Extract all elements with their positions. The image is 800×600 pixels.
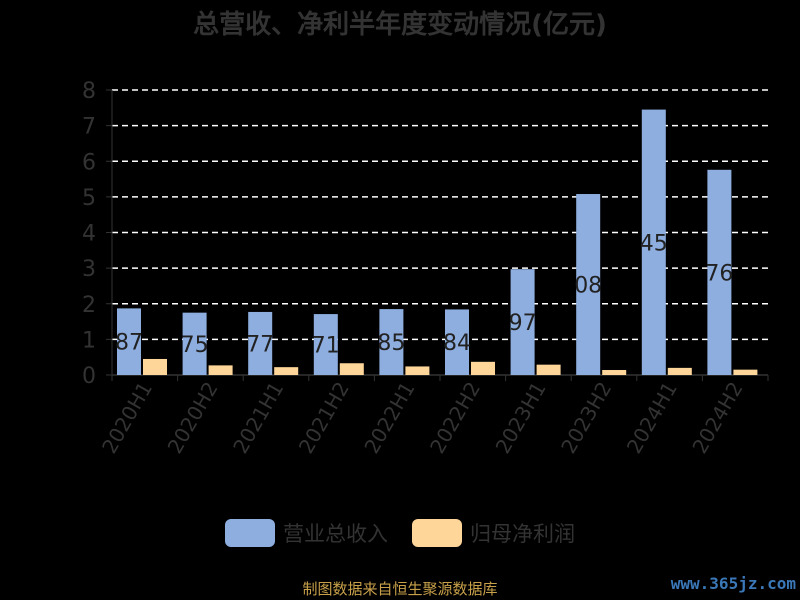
bar-net-profit bbox=[143, 358, 167, 375]
y-tick-label: 4 bbox=[82, 222, 96, 247]
bar-revenue bbox=[510, 269, 535, 375]
bar-revenue bbox=[707, 169, 732, 375]
chart-title: 总营收、净利半年度变动情况(亿元) bbox=[193, 10, 607, 40]
data-label-revenue: 76 bbox=[705, 261, 733, 286]
bar-revenue bbox=[182, 312, 207, 375]
y-tick-label: 5 bbox=[82, 186, 96, 211]
y-tick-label: 8 bbox=[82, 79, 96, 104]
legend: 营业总收入 归母净利润 bbox=[0, 518, 800, 548]
x-tick-label: 2022H2 bbox=[425, 378, 485, 458]
x-tick-label: 2021H2 bbox=[294, 378, 354, 458]
y-tick-label: 7 bbox=[82, 115, 96, 140]
bar-net-profit bbox=[733, 369, 758, 375]
y-tick-label: 6 bbox=[82, 150, 96, 175]
source-note: 制图数据来自恒生聚源数据库 bbox=[302, 580, 498, 598]
legend-swatch-revenue bbox=[225, 519, 275, 547]
bar-revenue bbox=[313, 314, 338, 375]
bar-revenue bbox=[379, 309, 404, 375]
data-label-revenue: 97 bbox=[509, 311, 537, 336]
bar-revenue bbox=[248, 311, 273, 375]
x-tick-label: 2021H1 bbox=[228, 378, 288, 458]
legend-item-revenue[interactable]: 营业总收入 bbox=[225, 518, 388, 548]
bar-revenue bbox=[445, 309, 469, 375]
watermark: www.365jz.com bbox=[670, 574, 796, 593]
x-tick-label: 2020H1 bbox=[97, 378, 157, 458]
y-tick-label: 2 bbox=[82, 293, 96, 318]
x-tick-label: 2023H2 bbox=[556, 378, 616, 458]
y-tick-label: 3 bbox=[82, 257, 96, 282]
x-tick-label: 2023H1 bbox=[491, 378, 551, 458]
data-label-revenue: 84 bbox=[443, 331, 471, 356]
data-label-revenue: 71 bbox=[312, 334, 340, 359]
data-label-revenue: 77 bbox=[246, 332, 274, 357]
bar-revenue bbox=[117, 308, 141, 375]
data-label-revenue: 85 bbox=[377, 331, 405, 356]
legend-item-net-profit[interactable]: 归母净利润 bbox=[412, 518, 575, 548]
data-label-revenue: 08 bbox=[574, 274, 602, 299]
bar-net-profit bbox=[667, 367, 692, 375]
bar-net-profit bbox=[471, 361, 495, 375]
bar-net-profit bbox=[208, 365, 233, 375]
bar-net-profit bbox=[274, 367, 299, 375]
bar-net-profit bbox=[405, 366, 430, 375]
x-tick-label: 2024H1 bbox=[622, 378, 682, 458]
x-tick-label: 2024H2 bbox=[687, 378, 747, 458]
x-tick-label: 2022H1 bbox=[359, 378, 419, 458]
y-tick-label: 0 bbox=[82, 364, 96, 389]
legend-label-revenue: 营业总收入 bbox=[283, 522, 388, 546]
legend-label-net-profit: 归母净利润 bbox=[470, 522, 575, 546]
bar-net-profit bbox=[536, 364, 561, 375]
y-tick-label: 1 bbox=[82, 328, 96, 353]
bar-revenue bbox=[641, 109, 666, 375]
bar-net-profit bbox=[602, 370, 627, 375]
data-label-revenue: 75 bbox=[181, 333, 209, 358]
data-label-revenue: 87 bbox=[115, 331, 143, 356]
bar-revenue bbox=[576, 194, 601, 375]
legend-swatch-net-profit bbox=[412, 519, 462, 547]
data-label-revenue: 45 bbox=[640, 231, 668, 256]
bar-net-profit bbox=[339, 363, 364, 375]
x-tick-label: 2020H2 bbox=[163, 378, 223, 458]
